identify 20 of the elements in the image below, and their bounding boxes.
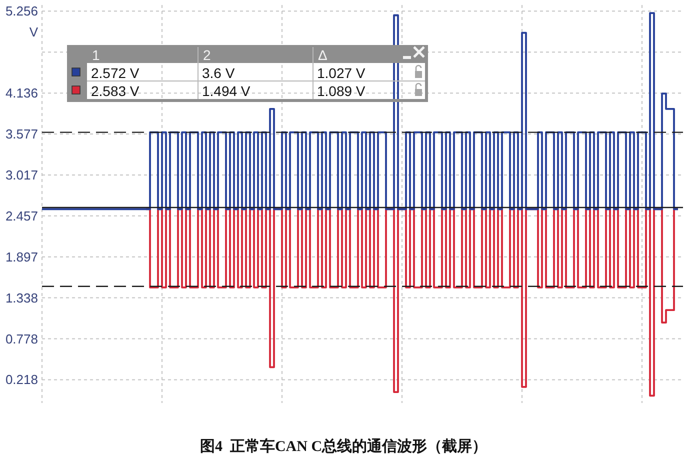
data-label: 3.6 V <box>202 65 236 81</box>
y-axis-title: V <box>29 24 38 40</box>
y-tick-label: 3.017 <box>5 167 38 182</box>
y-tick-label: 1.338 <box>5 290 38 306</box>
data-label: 2.572 V <box>91 65 140 81</box>
category-label: Δ <box>318 47 328 63</box>
y-tick-label: 0.778 <box>5 331 38 346</box>
data-label: 2.583 V <box>91 83 140 99</box>
y-tick-label: 1.897 <box>5 249 38 264</box>
y-tick-label: 2.457 <box>5 208 38 224</box>
y-tick-label: 0.218 <box>5 372 38 388</box>
category-label: 1 <box>92 47 100 63</box>
y-tick-label: 5.256 <box>5 4 38 19</box>
y-tick-label: 3.577 <box>5 126 38 142</box>
y-tick-label: 4.136 <box>5 86 38 101</box>
data-label: 1.089 V <box>317 83 366 99</box>
data-label: 1.027 V <box>317 65 366 81</box>
data-label: 1.494 V <box>202 83 251 99</box>
caption: 图4 正常车CAN C总线的通信波形（截屏） <box>200 437 488 455</box>
category-label: 2 <box>203 47 211 63</box>
